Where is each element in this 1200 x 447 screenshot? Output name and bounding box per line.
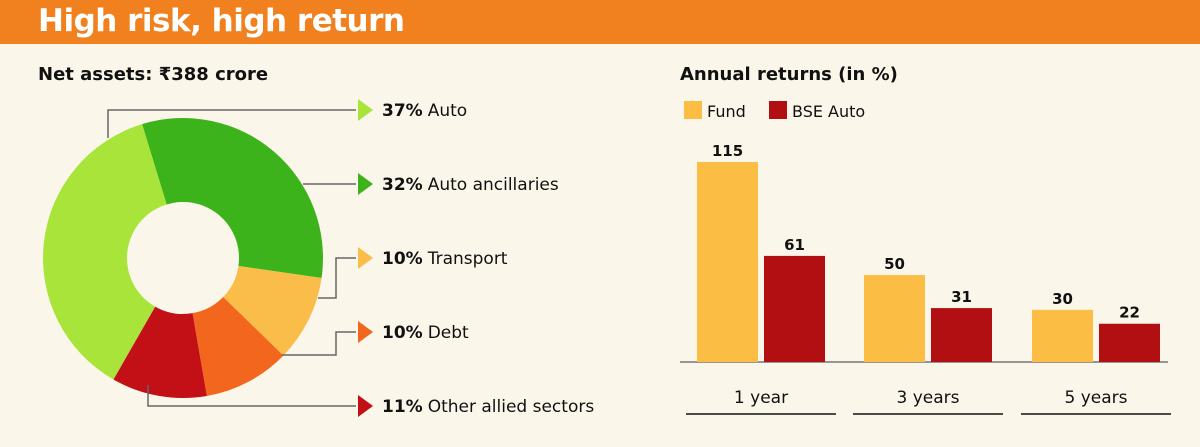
leader-line-other xyxy=(147,385,356,407)
legend-item: 37% Auto xyxy=(382,101,467,121)
legend-swatch-bse-auto xyxy=(769,101,787,119)
page-title: High risk, high return xyxy=(38,3,405,39)
donut-leader-lines xyxy=(107,109,356,407)
legend-label: Debt xyxy=(428,323,469,343)
category-label: 5 years xyxy=(1064,388,1127,408)
bar-value-label: 61 xyxy=(784,236,805,254)
leader-line-transport xyxy=(318,257,356,299)
legend-pct: 10% xyxy=(382,323,423,343)
donut-slice-transport xyxy=(223,265,322,356)
category-label: 1 year xyxy=(734,388,788,408)
legend-arrow-auto xyxy=(358,99,373,121)
bar-fund-1-year xyxy=(697,162,758,362)
bar-value-label: 115 xyxy=(712,142,743,160)
bar-chart-title: Annual returns (in %) xyxy=(680,64,898,85)
bar-value-label: 22 xyxy=(1119,304,1140,322)
legend-label: BSE Auto xyxy=(792,102,865,121)
legend-pct: 10% xyxy=(382,249,423,269)
legend-pct: 37% xyxy=(382,101,423,121)
legend-pct: 11% xyxy=(382,397,423,417)
legend-item: 32% Auto ancillaries xyxy=(382,175,559,195)
donut-slice-debt xyxy=(192,297,284,396)
legend-item: 10% Debt xyxy=(382,323,469,343)
bar-fund-3-years xyxy=(864,275,925,362)
legend-swatch-fund xyxy=(684,101,702,119)
legend-arrow-other-allied-sectors xyxy=(358,395,373,417)
donut-slice-other-allied-sectors xyxy=(113,306,207,398)
legend-arrow-debt xyxy=(358,321,373,343)
legend-item: 11% Other allied sectors xyxy=(382,397,594,417)
legend-arrow-auto-ancillaries xyxy=(358,173,373,195)
legend-arrow-transport xyxy=(358,247,373,269)
legend-item: 10% Transport xyxy=(382,249,508,269)
bar-value-label: 50 xyxy=(884,255,905,273)
donut-title: Net assets: ₹388 crore xyxy=(38,64,268,85)
legend-label: Auto xyxy=(428,101,467,121)
leader-line-auto xyxy=(107,109,356,138)
legend-label: Auto ancillaries xyxy=(428,175,559,195)
bar-bse-auto-5-years xyxy=(1099,323,1160,362)
bar-value-label: 30 xyxy=(1052,290,1073,308)
legend-label: Fund xyxy=(707,102,746,121)
bar-bse-auto-1-year xyxy=(764,255,825,362)
legend-label: Transport xyxy=(427,249,508,269)
donut-slice-auto-ancillaries xyxy=(142,118,323,278)
category-label: 3 years xyxy=(896,388,959,408)
bar-bse-auto-3-years xyxy=(931,308,992,362)
bar-value-label: 31 xyxy=(951,288,972,306)
header-banner: High risk, high return xyxy=(0,0,1200,44)
bar-fund-5-years xyxy=(1032,309,1093,362)
leader-line-debt xyxy=(282,331,356,356)
donut-slice-auto xyxy=(43,124,167,380)
bar-legend: Fund BSE Auto xyxy=(684,101,865,121)
legend-pct: 32% xyxy=(382,175,423,195)
bar-chart: 115 61 1 year 50 31 3 years 30 22 5 years xyxy=(680,142,1171,415)
donut-chart xyxy=(43,118,323,398)
legend-label: Other allied sectors xyxy=(428,397,595,417)
